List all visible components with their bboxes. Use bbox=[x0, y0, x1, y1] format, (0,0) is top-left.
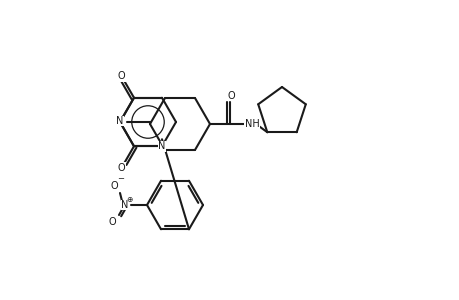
Text: ⊕: ⊕ bbox=[126, 195, 132, 204]
Text: O: O bbox=[108, 217, 116, 227]
Text: N: N bbox=[116, 116, 123, 126]
Text: O: O bbox=[118, 71, 125, 81]
Text: N: N bbox=[158, 141, 165, 151]
Text: −: − bbox=[117, 175, 124, 184]
Text: NH: NH bbox=[244, 119, 259, 129]
Text: N: N bbox=[121, 200, 129, 210]
Text: O: O bbox=[227, 91, 234, 101]
Text: O: O bbox=[110, 181, 118, 191]
Text: O: O bbox=[118, 163, 125, 173]
